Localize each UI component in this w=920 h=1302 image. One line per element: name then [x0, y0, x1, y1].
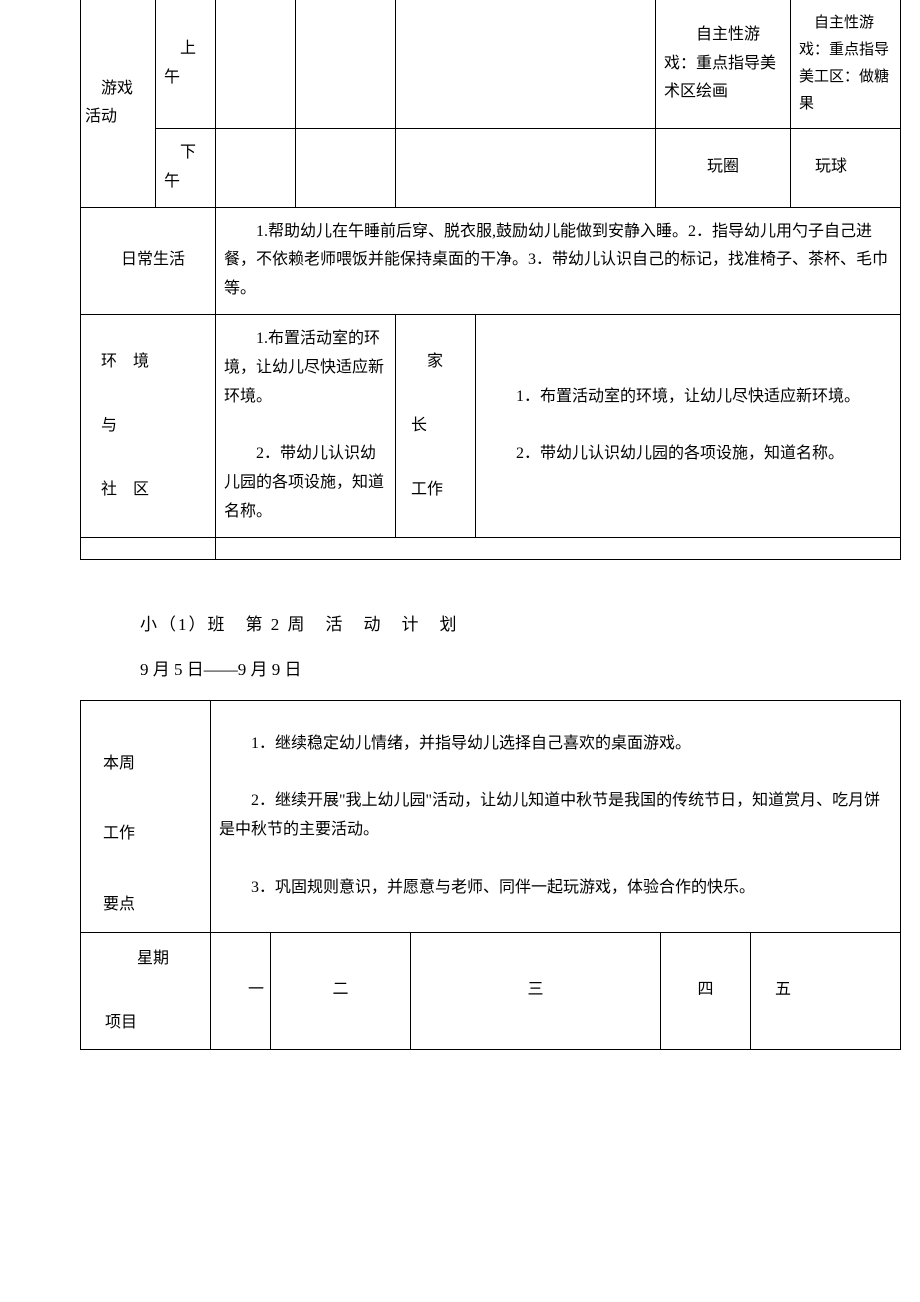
daily-life-content: 1.帮助幼儿在午睡前后穿、脱衣服,鼓励幼儿能做到安静入睡。2．指导幼儿用勺子自己…	[216, 207, 901, 314]
afternoon-col5: 玩球	[791, 129, 901, 208]
week-thu: 四	[661, 932, 751, 1049]
week-header-label: 星期 项目	[81, 932, 211, 1049]
table-row: 游戏活动 上午 自主性游戏：重点指导美术区绘画 自主性游戏：重点指导美工区：做糖…	[81, 0, 901, 129]
empty-cell	[396, 129, 656, 208]
env-right-content: 1．布置活动室的环境，让幼儿尽快适应新环境。 2．带幼儿认识幼儿园的各项设施，知…	[476, 314, 901, 537]
keypoints-content: 1．继续稳定幼儿情绪，并指导幼儿选择自己喜欢的桌面游戏。 2．继续开展"我上幼儿…	[211, 700, 901, 932]
table-row: 环 境 与 社 区 1.布置活动室的环境，让幼儿尽快适应新环境。 2．带幼儿认识…	[81, 314, 901, 537]
game-activity-label: 游戏活动	[81, 0, 156, 207]
week-wed: 三	[411, 932, 661, 1049]
table-row: 本周 工作 要点 1．继续稳定幼儿情绪，并指导幼儿选择自己喜欢的桌面游戏。 2．…	[81, 700, 901, 932]
env-left-content: 1.布置活动室的环境，让幼儿尽快适应新环境。 2．带幼儿认识幼儿园的各项设施，知…	[216, 314, 396, 537]
morning-label: 上午	[156, 0, 216, 129]
week-tue: 二	[271, 932, 411, 1049]
table-row: 星期 项目 一 二 三 四 五	[81, 932, 901, 1049]
empty-cell	[396, 0, 656, 129]
morning-col4: 自主性游戏：重点指导美术区绘画	[656, 0, 791, 129]
empty-cell	[216, 129, 296, 208]
afternoon-col4: 玩圈	[656, 129, 791, 208]
morning-col5: 自主性游戏：重点指导美工区：做糖果	[791, 0, 901, 129]
document-page: 游戏活动 上午 自主性游戏：重点指导美术区绘画 自主性游戏：重点指导美工区：做糖…	[0, 0, 920, 1050]
env-community-label: 环 境 与 社 区	[81, 314, 216, 537]
section2-date: 9 月 5 日——9 月 9 日	[140, 655, 920, 680]
week-fri: 五	[751, 932, 901, 1049]
empty-cell	[216, 537, 901, 559]
empty-cell	[296, 129, 396, 208]
table-row	[81, 537, 901, 559]
empty-cell	[296, 0, 396, 129]
empty-cell	[216, 0, 296, 129]
section2-title: 小（1）班 第 2 周 活 动 计 划	[140, 610, 920, 635]
afternoon-label: 下午	[156, 129, 216, 208]
empty-cell	[81, 537, 216, 559]
table-row: 下午 玩圈 玩球	[81, 129, 901, 208]
daily-life-label: 日常生活	[81, 207, 216, 314]
keypoints-label: 本周 工作 要点	[81, 700, 211, 932]
table-week2-top: 本周 工作 要点 1．继续稳定幼儿情绪，并指导幼儿选择自己喜欢的桌面游戏。 2．…	[80, 700, 901, 1050]
parent-work-label: 家 长 工作	[396, 314, 476, 537]
table-week1-bottom: 游戏活动 上午 自主性游戏：重点指导美术区绘画 自主性游戏：重点指导美工区：做糖…	[80, 0, 901, 560]
week-mon: 一	[211, 932, 271, 1049]
table-row: 日常生活 1.帮助幼儿在午睡前后穿、脱衣服,鼓励幼儿能做到安静入睡。2．指导幼儿…	[81, 207, 901, 314]
